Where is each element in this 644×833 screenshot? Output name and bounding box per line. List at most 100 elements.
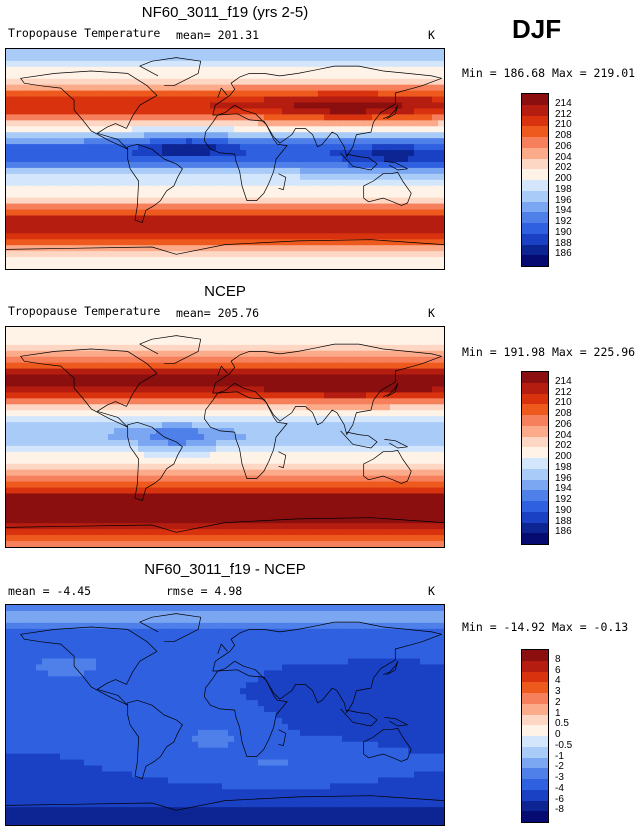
colorbar-tick-label: 190	[555, 504, 572, 516]
coastline	[217, 643, 228, 655]
colorbar-swatch	[522, 660, 548, 672]
coastline	[203, 669, 288, 757]
season-label: DJF	[512, 14, 562, 44]
colorbar-swatch	[522, 746, 548, 758]
colorbar-swatch	[522, 522, 548, 534]
colorbar-swatch	[522, 137, 548, 148]
colorbar-swatch	[522, 789, 548, 801]
colorbar-swatch	[522, 404, 548, 415]
coastline	[363, 450, 412, 484]
colorbar	[521, 649, 549, 823]
coastline	[6, 239, 444, 255]
units-label: K	[428, 28, 435, 42]
colorbar-swatch	[522, 115, 548, 127]
colorbar-tick-label: 194	[555, 483, 572, 495]
colorbar-tick-label: 196	[555, 472, 572, 484]
colorbar-tick-label: 206	[555, 140, 572, 152]
colorbar-swatch	[522, 425, 548, 437]
colorbar-tick-label: -8	[555, 804, 564, 816]
colorbar-tick-label: 204	[555, 429, 572, 441]
colorbar-swatch	[522, 800, 548, 812]
colorbar-tick-label: 198	[555, 461, 572, 473]
coastline	[20, 626, 158, 706]
coastline	[139, 613, 202, 643]
colorbar-tick-label: -4	[555, 782, 564, 794]
colorbar-swatch	[522, 693, 548, 704]
rmse-value: 4.98	[214, 584, 243, 598]
colorbar-tick-label: 186	[555, 526, 572, 538]
coastline	[217, 87, 228, 99]
colorbar-swatch	[522, 158, 548, 170]
coastline	[6, 517, 444, 533]
map-panel-difference	[5, 604, 445, 826]
colorbar-tick-label: 214	[555, 97, 572, 109]
minmax-label: Min = 191.98 Max = 225.96	[462, 345, 636, 359]
coastline	[384, 161, 408, 171]
mean-label: mean=	[176, 306, 211, 320]
colorbar-tick-label: 212	[555, 386, 572, 398]
coastline	[383, 382, 399, 398]
colorbar-tick-label: 186	[555, 248, 572, 260]
rmse-label: rmse =	[166, 584, 208, 598]
colorbar-swatch	[522, 372, 548, 383]
colorbar-swatch	[522, 736, 548, 747]
coastlines	[6, 57, 444, 255]
colorbar-swatch	[522, 768, 548, 779]
colorbar-tick-label: 200	[555, 451, 572, 462]
colorbar-tick-label: 192	[555, 494, 572, 505]
colorbar-swatch	[522, 682, 548, 693]
colorbar-swatch	[522, 255, 548, 266]
coastline	[20, 348, 158, 428]
colorbar-tick-label: 208	[555, 408, 572, 419]
colorbar-tick-label: 204	[555, 151, 572, 163]
colorbar-tick-label: 2	[555, 696, 561, 708]
coastline	[340, 152, 378, 171]
colorbar-tick-label: 198	[555, 183, 572, 195]
colorbar-tick-label: 196	[555, 194, 572, 206]
variable-label: Tropopause Temperature	[8, 304, 161, 318]
colorbar-tick-label: 200	[555, 173, 572, 184]
mean-label: mean =	[8, 584, 50, 598]
colorbar-swatch	[522, 479, 548, 491]
colorbar-tick-label: 188	[555, 237, 572, 249]
colorbar-swatch	[522, 212, 548, 223]
units-label: K	[428, 584, 435, 598]
colorbar-swatch	[522, 180, 548, 191]
colorbar-swatch	[522, 104, 548, 116]
colorbar-swatch	[522, 94, 548, 105]
coastline	[139, 335, 202, 365]
colorbar-tick-label: 6	[555, 664, 561, 676]
minmax-label: Min = 186.68 Max = 219.01	[462, 66, 636, 80]
colorbar-tick-label: 190	[555, 226, 572, 238]
colorbar-swatch	[522, 458, 548, 469]
coastline	[212, 621, 442, 713]
coastlines	[6, 613, 444, 811]
coastline	[383, 660, 399, 676]
colorbar-swatch	[522, 415, 548, 426]
field-grid	[6, 49, 444, 269]
coastline	[127, 421, 183, 501]
colorbar-swatch	[522, 714, 548, 726]
coastline	[340, 430, 378, 449]
mean-value: 201.31	[217, 28, 260, 42]
coastline	[383, 104, 399, 120]
colorbar-tick-label: -6	[555, 793, 564, 805]
coastline	[203, 391, 288, 479]
colorbar-tick-label: 188	[555, 515, 572, 527]
colorbar-swatch	[522, 126, 548, 137]
colorbar-swatch	[522, 501, 548, 512]
panel-title: NF60_3011_f19 (yrs 2-5)	[141, 4, 309, 21]
colorbar-swatch	[522, 201, 548, 213]
coastline	[363, 172, 412, 206]
colorbar-tick-label: 208	[555, 130, 572, 141]
colorbar-swatch	[522, 725, 548, 736]
colorbar-tick-label: 8	[555, 653, 561, 665]
colorbar-swatch	[522, 811, 548, 822]
colorbar-swatch	[522, 244, 548, 256]
colorbar-tick-label: 194	[555, 205, 572, 217]
colorbar-tick-label: 210	[555, 119, 572, 131]
panel-title: NCEP	[204, 283, 246, 300]
colorbar-tick-label: -1	[555, 750, 564, 762]
field-grid	[6, 327, 444, 547]
coastline	[278, 451, 287, 468]
